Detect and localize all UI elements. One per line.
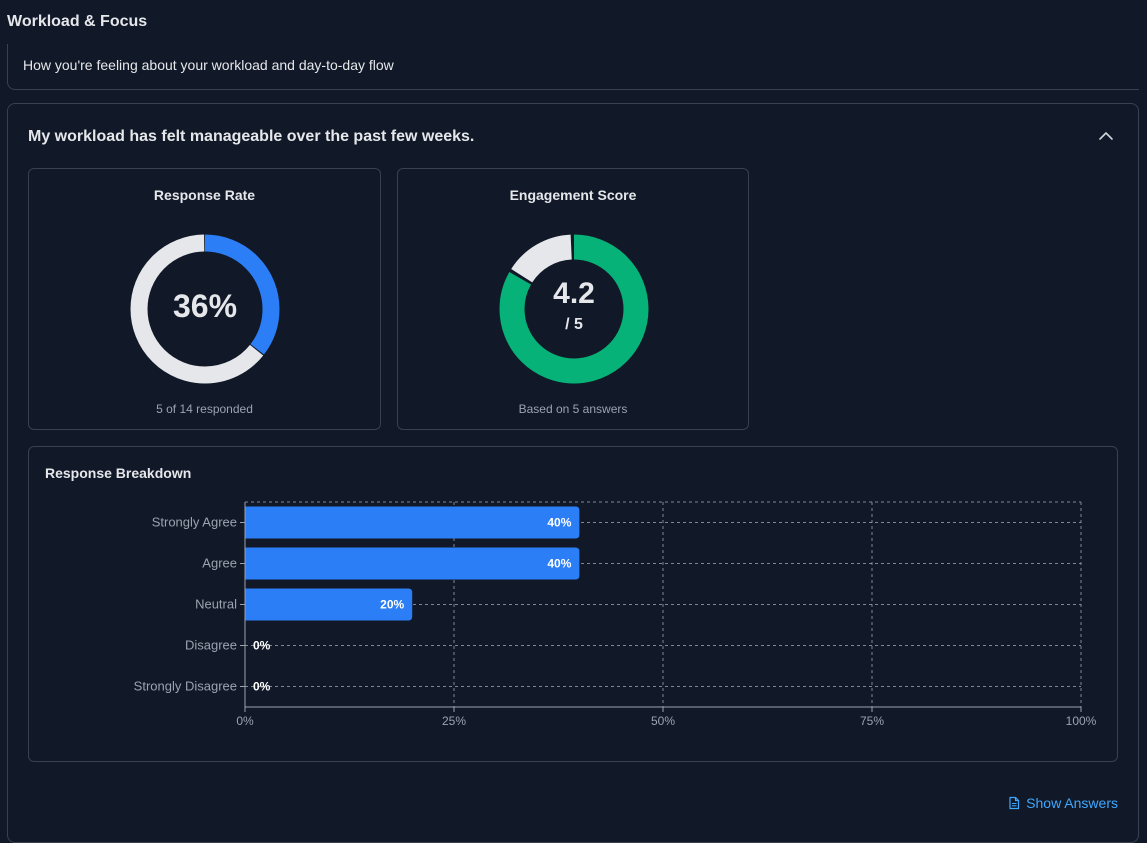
bar — [245, 588, 413, 621]
response-rate-title: Response Rate — [153, 187, 256, 203]
bar-value-label: 40% — [547, 516, 571, 530]
engagement-score-title: Engagement Score — [509, 187, 637, 203]
bar-value-label: 20% — [380, 598, 404, 612]
engagement-score-donut: 4.2 / 5 — [498, 233, 650, 385]
engagement-score-value: 4.2 — [553, 277, 595, 310]
response-rate-card: Response Rate 36% 5 of 14 responded — [28, 168, 381, 430]
bar — [245, 547, 580, 580]
engagement-score-card: Engagement Score 4.2 / 5 Based on 5 answ… — [397, 168, 749, 430]
x-tick-label: 0% — [236, 714, 254, 728]
collapse-button[interactable] — [1096, 126, 1116, 146]
chevron-up-icon — [1099, 132, 1113, 140]
y-tick-label: Disagree — [185, 638, 237, 653]
bar — [245, 506, 580, 539]
question-title: My workload has felt manageable over the… — [28, 128, 475, 145]
x-tick-label: 100% — [1066, 714, 1097, 728]
x-tick-label: 50% — [651, 714, 675, 728]
bar-value-label: 0% — [253, 639, 271, 653]
response-rate-track — [130, 234, 280, 384]
section-description-box: How you're feeling about your workload a… — [7, 44, 1139, 90]
x-tick-label: 25% — [442, 714, 466, 728]
response-breakdown-title: Response Breakdown — [45, 465, 192, 481]
bar-value-label: 40% — [547, 557, 571, 571]
response-rate-donut: 36% — [129, 233, 281, 385]
show-answers-button[interactable]: Show Answers — [1007, 795, 1118, 811]
engagement-score-scale: / 5 — [565, 316, 583, 333]
y-tick-label: Agree — [202, 556, 237, 571]
section-description: How you're feeling about your workload a… — [23, 57, 394, 73]
x-tick-label: 75% — [860, 714, 884, 728]
question-card: My workload has felt manageable over the… — [7, 103, 1139, 843]
show-answers-label: Show Answers — [1026, 795, 1118, 811]
engagement-score-footer: Based on 5 answers — [518, 402, 628, 416]
section-title: Workload & Focus — [7, 13, 148, 30]
y-tick-label: Strongly Disagree — [134, 679, 237, 694]
engagement-score-fill — [499, 234, 649, 384]
y-tick-label: Neutral — [195, 597, 237, 612]
response-rate-fill — [130, 234, 280, 384]
response-breakdown-card: Response Breakdown 0% 25% 50% 75% 100% Strong… — [28, 446, 1118, 762]
document-icon — [1009, 796, 1020, 810]
y-tick-label: Strongly Agree — [152, 515, 237, 530]
response-rate-footer: 5 of 14 responded — [156, 402, 253, 416]
response-breakdown-chart: 0% 25% 50% 75% 100% Strongly Agree 40% Agree 40%… — [134, 501, 1097, 728]
bar-value-label: 0% — [253, 680, 271, 694]
response-rate-value: 36% — [172, 288, 238, 324]
